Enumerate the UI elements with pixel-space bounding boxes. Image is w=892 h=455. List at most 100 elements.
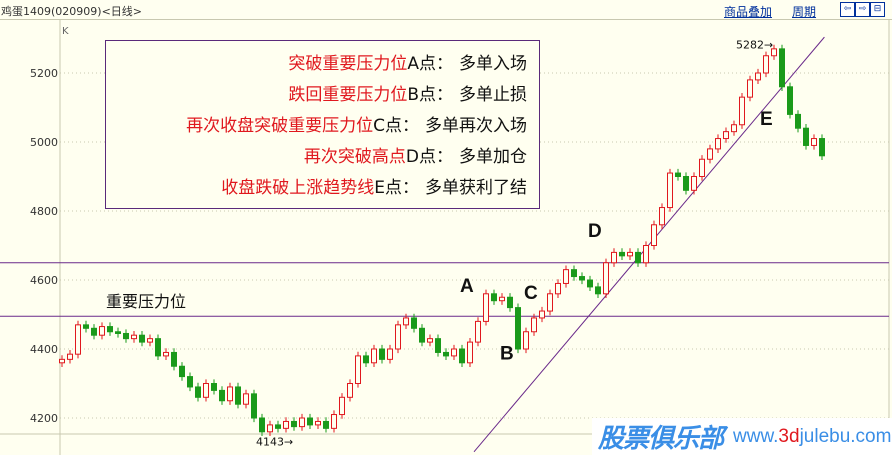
candle-body [635,251,641,264]
annotation-condition: 收盘跌破上涨趋势线 [221,178,375,198]
candle-body [299,417,305,428]
annotation-row: 跌回重要压力位B点： 多单止损 [288,80,527,106]
candle-body [147,338,153,343]
candle-body [459,348,465,364]
candle-body [179,365,185,378]
candle-body [627,251,633,257]
annotation-point: D点： [405,147,453,167]
candle-body [539,310,545,319]
point-label-E: E [760,109,773,130]
arrow-right-icon[interactable]: ⇨ [855,2,870,17]
candle-body [803,127,809,146]
min-price-label: 4143→ [256,436,293,449]
candle-body [467,341,473,364]
candle-body [515,307,521,350]
candle-body [59,358,65,364]
annotation-action: 多单入场 [459,54,527,74]
candle-body [187,376,193,388]
candle-body [339,396,345,416]
candle-body [395,324,401,350]
y-tick-label: 4400 [30,343,58,356]
candle-body [787,86,793,115]
candle-body [275,424,281,429]
candle-body [235,386,241,405]
candle-body [355,355,361,384]
candle-body [795,113,801,129]
candle-body [595,286,601,295]
candle-body [435,338,441,353]
candle-body [403,317,409,326]
candle-body [139,334,145,343]
candle-body [227,386,233,402]
candle-body [411,317,417,329]
candle-body [763,55,769,74]
annotation-action: 多单获利了结 [425,178,527,198]
candle-body [675,172,681,178]
candle-body [443,351,449,357]
candle-body [307,417,313,426]
arrow-left-icon[interactable]: ⇦ [840,2,855,17]
annotation-row: 突破重要压力位A点： 多单入场 [288,49,527,75]
chart-title: 鸡蛋1409(020909)<日线> [1,5,143,18]
point-label-A: A [460,276,474,297]
annotation-action: 多单止损 [459,85,527,105]
candle-body [115,331,121,334]
header-bar: 鸡蛋1409(020909)<日线> 商品叠加 周期 ⇦ ⇨ ⊟ [0,0,892,20]
candle-body [707,148,713,160]
candle-body [579,276,585,281]
annotation-point: A点： [407,54,453,74]
candle-body [371,348,377,364]
annotation-condition: 突破重要压力位 [288,54,408,74]
point-label-D: D [588,221,602,242]
annotation-action: 多单加仓 [459,147,527,167]
candle-body [523,331,529,350]
candle-body [451,348,457,357]
candle-body [555,282,561,295]
candle-body [155,338,161,357]
annotation-box: 突破重要压力位A点： 多单入场 跌回重要压力位B点： 多单止损 再次收盘突破重要压力位C… [105,40,540,209]
candle-body [283,420,289,429]
candle-body [547,293,553,312]
candle-body [131,334,137,340]
candle-body [571,269,577,278]
candle-body [91,327,97,336]
candle-body [563,269,569,284]
candle-body [771,48,777,57]
candle-body [331,414,337,429]
annotation-row: 收盘跌破上涨趋势线E点： 多单获利了结 [221,173,527,199]
candle-body [75,324,81,355]
point-label-C: C [524,283,538,304]
candle-body [363,355,369,364]
candle-body [779,48,785,88]
candle-body [475,320,481,343]
candle-body [531,317,537,333]
candle-body [491,293,497,302]
candle-body [211,383,217,391]
candle-body [203,383,209,398]
max-price-label: 5282→ [736,39,773,52]
annotation-point: C点： [373,116,419,136]
point-label-B: B [500,343,514,364]
candle-body [619,251,625,257]
candle-body [83,324,89,329]
candlestick-chart: K 4200 4400 4600 4800 5000 5200 重要压力位 5282→ 4143→… [0,20,892,455]
watermark-name: 股票俱乐部 [598,424,724,454]
candle-body [739,96,745,126]
candle-body [691,176,697,191]
candle-body [603,262,609,295]
candle-body [731,124,737,133]
candle-body [379,348,385,360]
y-tick-label: 4800 [30,205,58,218]
annotation-action: 多单再次入场 [425,116,527,136]
candle-body [419,327,425,343]
candle-body [811,138,817,146]
candle-body [427,338,433,343]
candle-body [651,224,657,247]
period-link[interactable]: 周期 [792,5,817,19]
candle-body [243,393,249,405]
y-tick-label: 5000 [30,136,58,149]
overlay-commodity-link[interactable]: 商品叠加 [724,5,773,19]
candle-body [171,351,177,367]
candle-body [315,420,321,426]
split-icon[interactable]: ⊟ [870,2,885,17]
